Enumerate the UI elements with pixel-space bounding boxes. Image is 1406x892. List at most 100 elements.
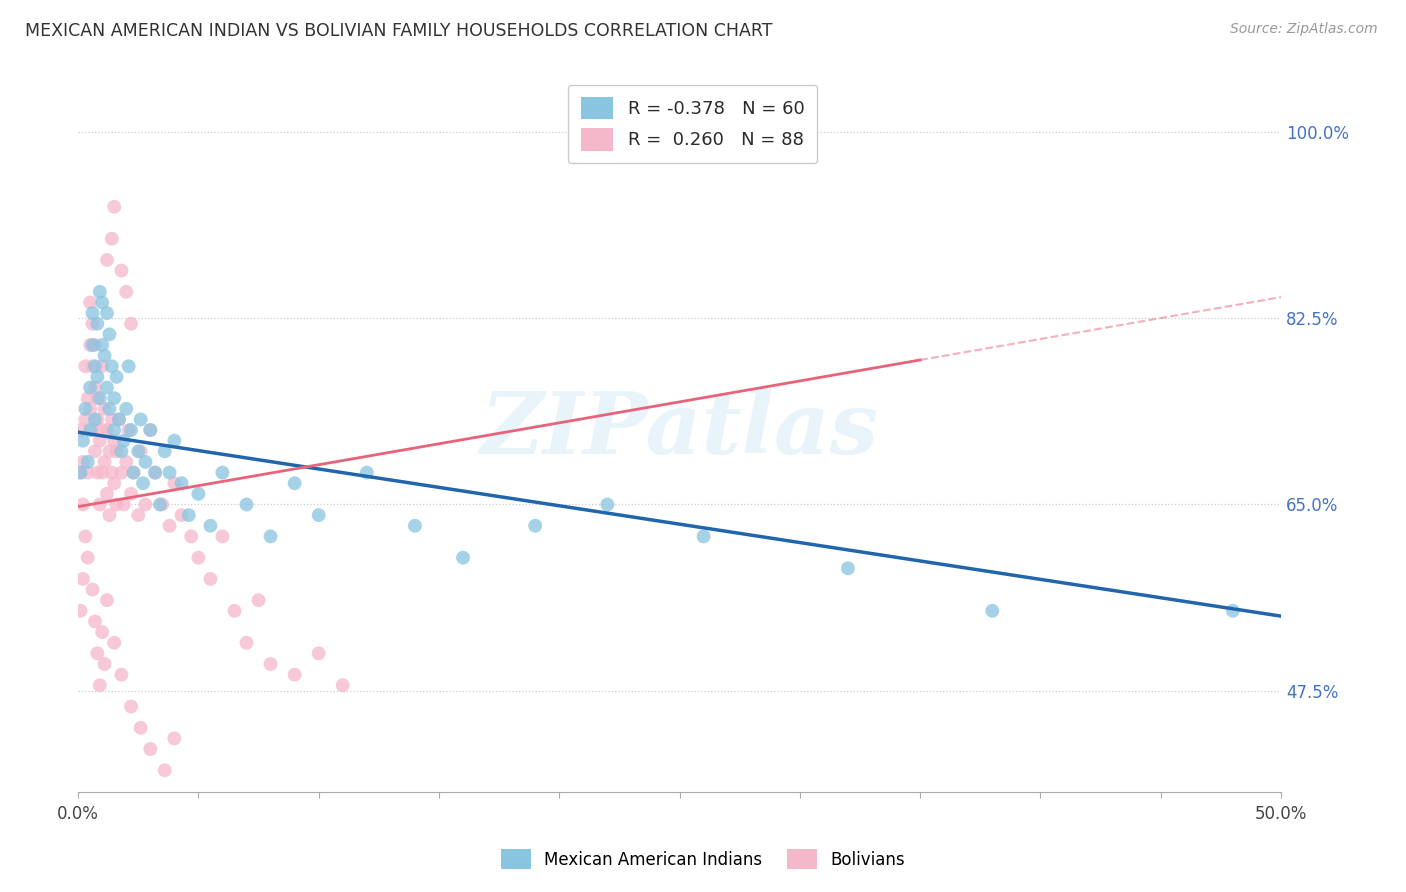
Point [120,317,142,331]
Point [101,232,124,246]
Point [112,498,135,512]
Point [82,423,104,437]
Point [112,434,135,448]
Point [84,412,107,426]
Point [981,604,1004,618]
Point [177,508,200,522]
Point [96,252,118,267]
Point [91,338,114,352]
Point [91,423,114,437]
Point [127,444,149,458]
Point [139,742,162,756]
Point [332,678,354,692]
Point [89,285,111,299]
Point [86,466,108,480]
Point [98,401,121,416]
Point [86,370,108,384]
Point [120,699,142,714]
Point [170,476,193,491]
Point [89,391,111,405]
Point [72,498,94,512]
Point [79,401,101,416]
Point [235,498,257,512]
Point [105,370,128,384]
Point [308,508,330,522]
Point [180,529,202,543]
Point [69,423,91,437]
Point [96,487,118,501]
Point [139,423,162,437]
Point [120,487,142,501]
Point [86,391,108,405]
Point [79,338,101,352]
Point [89,498,111,512]
Point [84,615,107,629]
Point [89,678,111,692]
Point [84,444,107,458]
Point [82,306,104,320]
Point [200,572,222,586]
Point [86,412,108,426]
Point [91,359,114,374]
Point [91,295,114,310]
Point [72,572,94,586]
Point [76,455,98,469]
Point [149,498,172,512]
Point [122,466,145,480]
Point [93,401,115,416]
Point [143,466,166,480]
Point [163,434,186,448]
Point [115,455,138,469]
Point [110,466,132,480]
Point [72,455,94,469]
Point [596,498,619,512]
Point [451,550,474,565]
Point [259,657,281,671]
Point [82,582,104,597]
Point [103,476,125,491]
Point [159,518,181,533]
Point [129,444,152,458]
Text: MEXICAN AMERICAN INDIAN VS BOLIVIAN FAMILY HOUSEHOLDS CORRELATION CHART: MEXICAN AMERICAN INDIAN VS BOLIVIAN FAMI… [25,22,773,40]
Point [76,391,98,405]
Point [103,636,125,650]
Point [98,327,121,342]
Point [82,359,104,374]
Point [69,466,91,480]
Point [69,604,91,618]
Point [98,508,121,522]
Point [101,412,124,426]
Point [1222,604,1244,618]
Point [103,423,125,437]
Point [101,466,124,480]
Point [356,466,378,480]
Point [247,593,270,607]
Point [89,434,111,448]
Point [101,359,124,374]
Point [84,380,107,394]
Point [211,466,233,480]
Point [86,317,108,331]
Point [96,593,118,607]
Point [79,380,101,394]
Point [129,721,152,735]
Point [170,508,193,522]
Point [837,561,859,575]
Point [96,306,118,320]
Point [308,646,330,660]
Point [284,667,307,681]
Point [143,466,166,480]
Point [110,263,132,277]
Point [134,498,156,512]
Point [200,518,222,533]
Point [86,646,108,660]
Point [129,412,152,426]
Point [115,401,138,416]
Legend: R = -0.378   N = 60, R =  0.260   N = 88: R = -0.378 N = 60, R = 0.260 N = 88 [568,85,817,163]
Point [103,200,125,214]
Point [93,657,115,671]
Point [98,444,121,458]
Text: Source: ZipAtlas.com: Source: ZipAtlas.com [1230,22,1378,37]
Point [153,764,176,778]
Point [110,444,132,458]
